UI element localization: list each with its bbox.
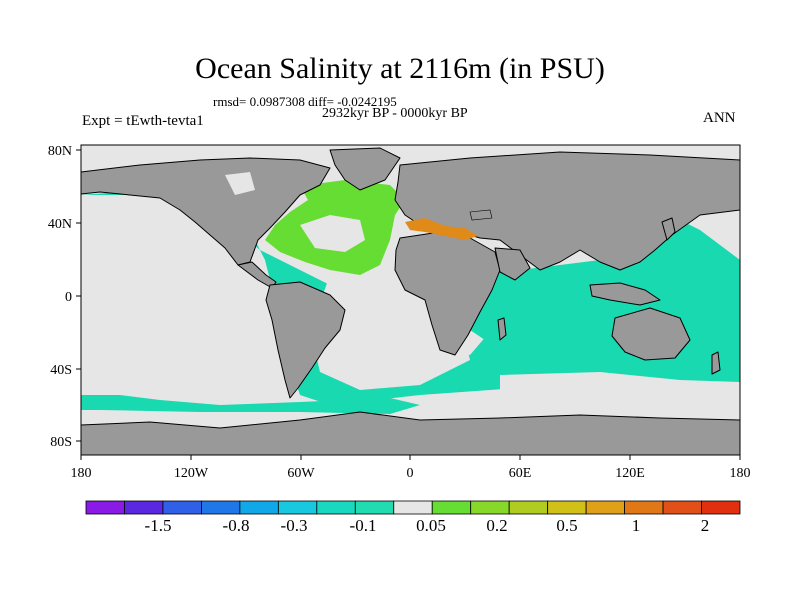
colorbar-swatch (201, 500, 241, 515)
colorbar-swatch (277, 500, 318, 515)
southern-ocean-light-zone (500, 372, 740, 410)
colorbar-swatch (431, 500, 472, 515)
colorbar-label: -0.8 (223, 516, 250, 535)
experiment-label: Expt = tEwth-tevta1 (82, 113, 204, 129)
africa-land (394, 231, 501, 356)
x-tick-label: 180 (71, 466, 92, 481)
pacific-indian-negative-region (470, 262, 640, 360)
stats-subtitle: rmsd= 0.0987308 diff= -0.0242195 (213, 94, 397, 109)
colorbar-swatch (354, 500, 395, 515)
season-label: ANN (703, 110, 736, 126)
colorbar-label: -1.5 (145, 516, 172, 535)
colorbar-swatch (162, 500, 202, 515)
x-tick-label: 120W (174, 466, 209, 481)
japan-land (661, 217, 676, 241)
colorbar-swatch (393, 500, 433, 515)
colorbar (85, 500, 741, 515)
x-tick-label: 60E (509, 466, 532, 481)
colorbar-label: 1 (632, 516, 641, 535)
colorbar-label: 0.2 (486, 516, 507, 535)
antarctica-land (81, 411, 740, 455)
y-tick-label: 80N (48, 144, 72, 159)
australia-land (611, 307, 691, 361)
map-title: Ocean Salinity at 2116m (in PSU) (195, 52, 605, 85)
x-tick-label: 0 (407, 466, 414, 481)
y-tick-label: 40N (48, 217, 72, 232)
x-tick-label: 120E (615, 466, 645, 481)
y-tick-label: 40S (50, 363, 72, 378)
colorbar-label: -0.3 (281, 516, 308, 535)
x-tick-label: 180 (730, 466, 751, 481)
colorbar-swatch (701, 500, 741, 515)
colorbar-swatch (124, 500, 164, 515)
y-tick-label: 0 (65, 290, 72, 305)
south-america-land (265, 281, 346, 399)
black-sea (469, 209, 493, 221)
colorbar-swatch (508, 500, 549, 515)
colorbar-swatch (624, 500, 664, 515)
tick-marks (76, 149, 741, 460)
colorbar-swatch (470, 500, 510, 515)
colorbar-swatch (585, 500, 625, 515)
x-tick-label: 60W (287, 466, 315, 481)
madagascar-land (497, 317, 507, 341)
colorbar-swatch (662, 500, 702, 515)
maritime-continent-land (589, 282, 661, 306)
colorbar-label: 2 (701, 516, 710, 535)
colorbar-label: 0.05 (416, 516, 446, 535)
colorbar-label: -0.1 (350, 516, 377, 535)
map-plot-area (81, 145, 740, 455)
colorbar-swatch (547, 500, 587, 515)
colorbar-swatch (239, 500, 279, 515)
central-america-land (237, 261, 277, 289)
hudson-bay (225, 172, 255, 195)
colorbar-label: 0.5 (556, 516, 577, 535)
land-masses (81, 147, 740, 455)
y-tick-label: 80S (50, 435, 72, 450)
colorbar-swatch (316, 500, 356, 515)
north-atlantic-core-light (300, 215, 365, 252)
colorbar-swatch (85, 500, 125, 515)
period-subtitle: 2932kyr BP - 0000kyr BP (322, 106, 468, 121)
mediterranean-positive-region (405, 218, 478, 240)
greenland-land (329, 147, 401, 191)
arabia-land (494, 247, 531, 281)
southern-ocean-band (81, 395, 420, 414)
colorbar-labels: -1.5 -0.8 -0.3 -0.1 0.05 0.2 0.5 1 2 (145, 516, 710, 535)
new-zealand-land (711, 351, 721, 375)
north-america-land (81, 157, 331, 266)
